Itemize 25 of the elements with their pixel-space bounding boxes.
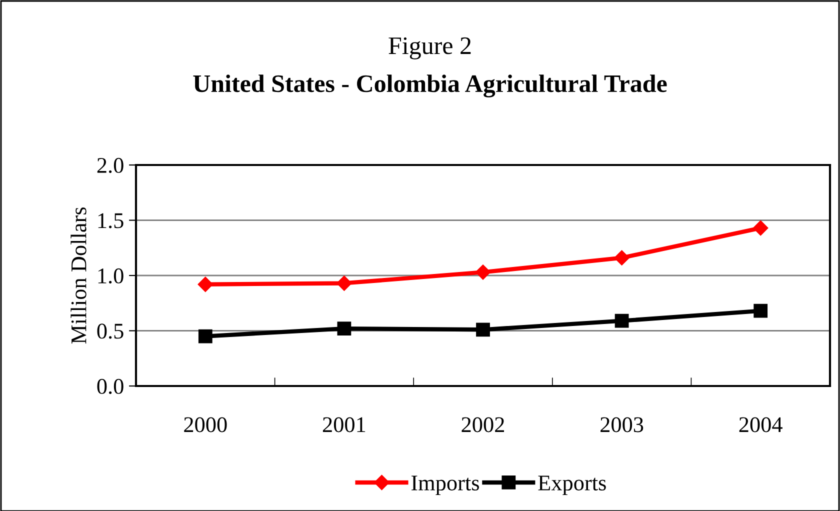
point bbox=[336, 276, 352, 291]
x-tick-label: 2004 bbox=[739, 417, 782, 432]
point bbox=[476, 322, 490, 337]
y-tick-label: 0.0 bbox=[97, 378, 124, 394]
y-tick-label: 2.0 bbox=[97, 158, 124, 174]
y-tick-label: 1.5 bbox=[98, 213, 124, 228]
point bbox=[754, 304, 768, 318]
chart-subtitle: United States - Colombia Agricultural Trade bbox=[193, 74, 667, 98]
x-tick-label: 2001 bbox=[322, 417, 366, 432]
point bbox=[614, 314, 629, 328]
legend-label: Imports bbox=[411, 476, 479, 495]
y-tick-label: 0.5 bbox=[97, 324, 124, 339]
x-tick-label: 2000 bbox=[184, 417, 227, 432]
chart-title: Figure 2 bbox=[388, 37, 471, 60]
point bbox=[753, 220, 768, 236]
point bbox=[614, 250, 630, 266]
point bbox=[337, 322, 352, 336]
point bbox=[198, 276, 213, 292]
legend-label: Exports bbox=[538, 476, 606, 495]
point bbox=[475, 264, 491, 280]
y-axis-title: Million Dollars bbox=[70, 207, 86, 344]
point bbox=[198, 329, 212, 344]
y-tick-label: 1.0 bbox=[98, 268, 124, 284]
x-tick-label: 2003 bbox=[600, 417, 644, 432]
x-tick-label: 2002 bbox=[462, 417, 504, 432]
